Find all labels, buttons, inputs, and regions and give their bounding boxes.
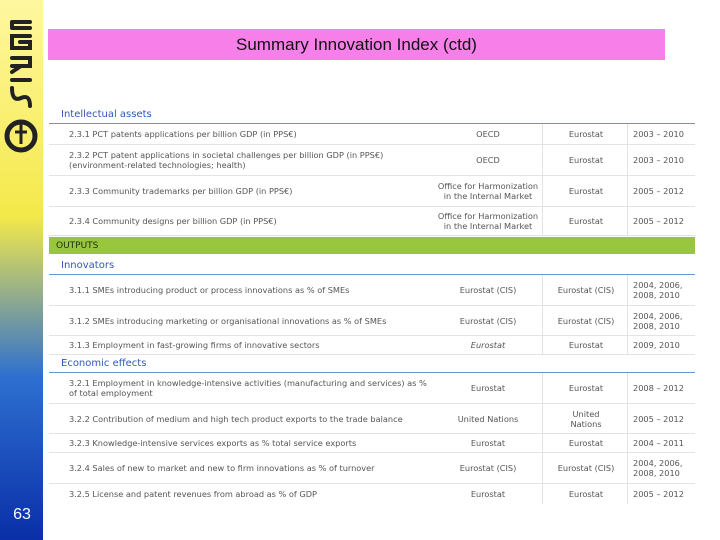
years-cell: 2004, 2006, 2008, 2010 (633, 458, 683, 478)
section-intellectual-assets: Intellectual assets (61, 109, 152, 120)
table-row: 3.2.3 Knowledge-intensive services expor… (49, 434, 695, 453)
outputs-header: OUTPUTS (49, 237, 695, 254)
database-cell: Eurostat (568, 340, 604, 350)
source-cell: Eurostat (CIS) (459, 285, 517, 295)
indicator-cell: 3.2.1 Employment in knowledge-intensive … (69, 378, 427, 398)
table-row: 3.2.2 Contribution of medium and high te… (49, 404, 695, 434)
table-row: 2.3.2 PCT patent applications in societa… (49, 145, 695, 176)
years-cell: 2003 – 2010 (633, 129, 684, 139)
years-cell: 2005 – 2012 (633, 186, 684, 196)
table-row: 3.1.3 Employment in fast-growing firms o… (49, 336, 695, 355)
database-cell: Eurostat (568, 489, 604, 499)
indicator-cell: 3.2.3 Knowledge-intensive services expor… (69, 438, 357, 448)
table-row: 2.3.4 Community designs per billion GDP … (49, 207, 695, 236)
source-cell: OECD (476, 155, 500, 165)
years-cell: 2004 – 2011 (633, 438, 684, 448)
source-cell: Eurostat (470, 438, 506, 448)
section-divider (49, 274, 695, 275)
years-cell: 2005 – 2012 (633, 216, 684, 226)
source-cell: Eurostat (470, 489, 506, 499)
database-cell: United Nations (570, 408, 602, 429)
indicator-cell: 3.2.4 Sales of new to market and new to … (69, 463, 375, 473)
page-number: 63 (13, 506, 31, 523)
indicator-cell: 2.3.3 Community trademarks per billion G… (69, 186, 293, 196)
table-row: 3.2.4 Sales of new to market and new to … (49, 453, 695, 484)
table-row: 3.2.5 License and patent revenues from a… (49, 484, 695, 504)
table-row: 2.3.1 PCT patents applications per billi… (49, 124, 695, 145)
years-cell: 2005 – 2012 (633, 489, 684, 499)
source-cell: Office for Harmonization in the Internal… (437, 181, 539, 201)
database-cell: Eurostat (CIS) (557, 285, 615, 295)
ceris-logo (4, 20, 38, 153)
years-cell: 2003 – 2010 (633, 155, 684, 165)
indicator-cell: 2.3.4 Community designs per billion GDP … (69, 216, 277, 226)
source-cell: United Nations (457, 413, 519, 424)
source-cell: Eurostat (CIS) (459, 463, 517, 473)
years-cell: 2004, 2006, 2008, 2010 (633, 280, 683, 300)
indicator-cell: 2.3.2 PCT patent applications in societa… (69, 150, 384, 170)
years-cell: 2008 – 2012 (633, 383, 684, 393)
database-cell: Eurostat (568, 186, 604, 196)
years-cell: 2004, 2006, 2008, 2010 (633, 310, 683, 331)
source-cell: Office for Harmonization in the Internal… (437, 211, 539, 231)
source-cell: Eurostat (470, 383, 506, 393)
section-innovators: Innovators (61, 260, 115, 271)
table-row: 2.3.3 Community trademarks per billion G… (49, 176, 695, 207)
years-cell: 2005 – 2012 (633, 413, 684, 424)
sidebar: 63 (0, 0, 43, 540)
indicator-cell: 3.1.2 SMEs introducing marketing or orga… (69, 315, 387, 326)
source-cell: Eurostat (470, 340, 506, 350)
database-cell: Eurostat (CIS) (557, 315, 615, 326)
indicator-cell: 3.2.2 Contribution of medium and high te… (69, 413, 403, 424)
database-cell: Eurostat (568, 129, 604, 139)
database-cell: Eurostat (568, 155, 604, 165)
database-cell: Eurostat (568, 383, 604, 393)
database-cell: Eurostat (568, 216, 604, 226)
source-cell: OECD (476, 129, 500, 139)
database-cell: Eurostat (CIS) (557, 463, 615, 473)
source-cell: Eurostat (CIS) (459, 315, 517, 326)
indicator-table: Intellectual assets 2.3.1 PCT patents ap… (49, 103, 695, 507)
section-economic-effects: Economic effects (61, 358, 147, 369)
indicator-cell: 2.3.1 PCT patents applications per billi… (69, 129, 297, 139)
indicator-cell: 3.1.3 Employment in fast-growing firms o… (69, 340, 320, 350)
table-row: 3.1.1 SMEs introducing product or proces… (49, 275, 695, 306)
indicator-cell: 3.1.1 SMEs introducing product or proces… (69, 285, 350, 295)
table-row: 3.2.1 Employment in knowledge-intensive … (49, 373, 695, 404)
section-divider (49, 372, 695, 373)
indicator-cell: 3.2.5 License and patent revenues from a… (69, 489, 317, 499)
database-cell: Eurostat (568, 438, 604, 448)
section-divider (49, 123, 695, 124)
years-cell: 2009, 2010 (633, 340, 680, 350)
slide-title: Summary Innovation Index (ctd) (48, 29, 665, 60)
table-row: 3.1.2 SMEs introducing marketing or orga… (49, 306, 695, 336)
